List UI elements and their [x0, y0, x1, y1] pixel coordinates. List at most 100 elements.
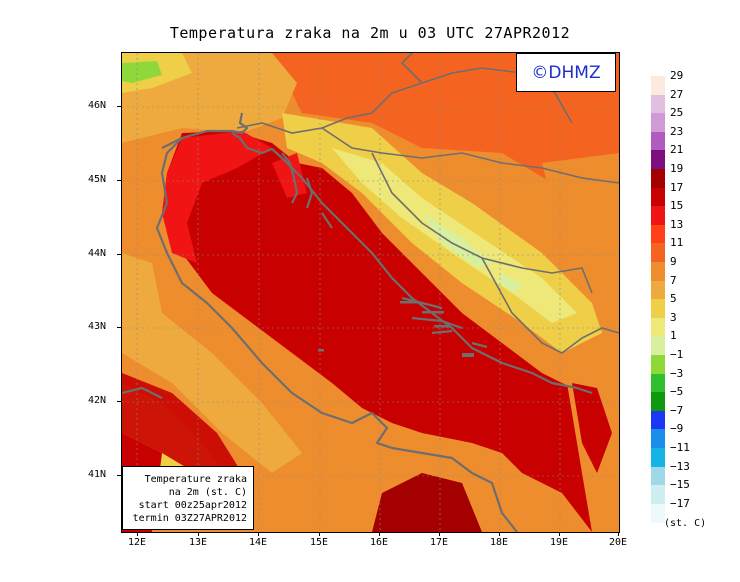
legend-swatch — [651, 392, 665, 412]
lat-label-46n: 46N — [88, 100, 107, 111]
legend-swatch — [651, 206, 665, 226]
lon-label-12e: 12E — [127, 537, 147, 548]
lat-label-45n: 45N — [88, 174, 107, 185]
lon-tick-12e — [137, 532, 138, 536]
islands — [318, 301, 474, 357]
lon-label-19e: 19E — [549, 537, 569, 548]
legend-swatch — [651, 466, 665, 486]
lon-tick-20e — [618, 532, 619, 536]
northern-adriatic-warm — [162, 131, 272, 263]
lon-label-18e: 18E — [489, 537, 509, 548]
map-title: Temperatura zraka na 2m u 03 UTC 27APR20… — [169, 24, 571, 42]
legend-swatch — [651, 131, 665, 151]
legend-swatch — [651, 150, 665, 170]
temperature-field — [122, 53, 619, 532]
legend-label: 13 — [670, 217, 684, 231]
info-line-4: termin 03Z27APR2012 — [132, 513, 247, 524]
info-box: Temperature zraka na 2m (st. C) start 00… — [122, 466, 254, 530]
lon-tick-16e — [379, 532, 380, 536]
legend-swatch — [651, 76, 665, 96]
legend-label: −3 — [670, 366, 684, 380]
legend-swatch — [651, 187, 665, 207]
legend-swatch — [651, 262, 665, 282]
legend-label: 17 — [670, 180, 684, 194]
legend-label: 21 — [670, 143, 684, 157]
legend-label: −17 — [670, 496, 690, 510]
lon-tick-19e — [559, 532, 560, 536]
legend-swatch — [651, 224, 665, 244]
legend-label: 15 — [670, 199, 684, 213]
lon-label-17e: 17E — [429, 537, 449, 548]
legend-label: 19 — [670, 162, 684, 175]
legend-swatch — [651, 373, 665, 393]
legend-swatch — [651, 113, 665, 133]
legend-swatch — [651, 169, 665, 189]
temperature-map — [121, 52, 620, 533]
lon-tick-17e — [439, 532, 440, 536]
coastlines — [122, 112, 593, 532]
legend-swatch — [651, 503, 665, 523]
tyrrhenian-coast — [122, 373, 242, 483]
legend-swatch — [651, 243, 665, 263]
apennine-mild — [122, 253, 302, 473]
legend-label: −9 — [670, 422, 684, 436]
cold-peak-2 — [497, 273, 522, 293]
lat-tick-46n — [117, 106, 121, 107]
lon-label-15e: 15E — [309, 537, 329, 548]
kvarner-warm — [272, 153, 307, 198]
legend-label: 11 — [670, 236, 684, 250]
legend-swatch — [651, 299, 665, 319]
legend-label: −11 — [670, 441, 690, 454]
legend-label: 1 — [670, 329, 677, 343]
legend-label: −15 — [670, 478, 690, 492]
legend-swatch — [651, 94, 665, 114]
lat-label-43n: 43N — [88, 321, 107, 332]
lat-tick-45n — [117, 180, 121, 181]
legend-label: 5 — [670, 292, 677, 306]
lon-tick-13e — [198, 532, 199, 536]
legend-label: −13 — [670, 459, 690, 473]
lat-tick-43n — [117, 327, 121, 328]
legend-label: −7 — [670, 403, 684, 417]
alpine-cold-spot — [122, 61, 162, 83]
legend-label: 27 — [670, 87, 684, 101]
legend-swatch — [651, 336, 665, 356]
lon-label-20e: 20E — [608, 537, 628, 548]
legend-swatch — [651, 448, 665, 468]
legend-label: 7 — [670, 273, 677, 287]
lat-label-42n: 42N — [88, 395, 107, 406]
lon-label-14e: 14E — [248, 537, 268, 548]
lat-tick-41n — [117, 475, 121, 476]
info-line-3: start 00z25apr2012 — [138, 500, 247, 511]
southern-dark-sea — [372, 473, 482, 532]
lon-tick-18e — [499, 532, 500, 536]
lon-label-16e: 16E — [369, 537, 389, 548]
info-line-1: Temperature zraka — [144, 474, 247, 485]
lat-tick-44n — [117, 254, 121, 255]
legend-label: 29 — [670, 69, 684, 82]
legend-label: 9 — [670, 255, 677, 268]
legend-label: −1 — [670, 348, 684, 361]
lat-label-44n: 44N — [88, 248, 107, 259]
legend-label: 25 — [670, 106, 684, 120]
legend-label: −5 — [670, 385, 684, 399]
legend-label: 3 — [670, 310, 677, 324]
albanian-coast-sea — [572, 383, 612, 473]
lat-tick-42n — [117, 401, 121, 402]
legend-label: 23 — [670, 124, 684, 138]
inland-warm-zone — [542, 153, 619, 273]
lat-label-41n: 41N — [88, 469, 107, 480]
legend-swatch — [651, 317, 665, 337]
lon-label-13e: 13E — [188, 537, 208, 548]
info-line-2: na 2m (st. C) — [168, 487, 247, 498]
lon-tick-15e — [319, 532, 320, 536]
dhmz-logo: ©DHMZ — [516, 53, 616, 92]
legend-swatch — [651, 429, 665, 449]
legend-unit: (st. C) — [664, 518, 707, 529]
legend-swatch — [651, 355, 665, 375]
legend-swatch — [651, 280, 665, 300]
adriatic-sea — [162, 131, 619, 532]
legend-swatch — [651, 410, 665, 430]
legend-swatch — [651, 485, 665, 505]
lon-tick-14e — [258, 532, 259, 536]
